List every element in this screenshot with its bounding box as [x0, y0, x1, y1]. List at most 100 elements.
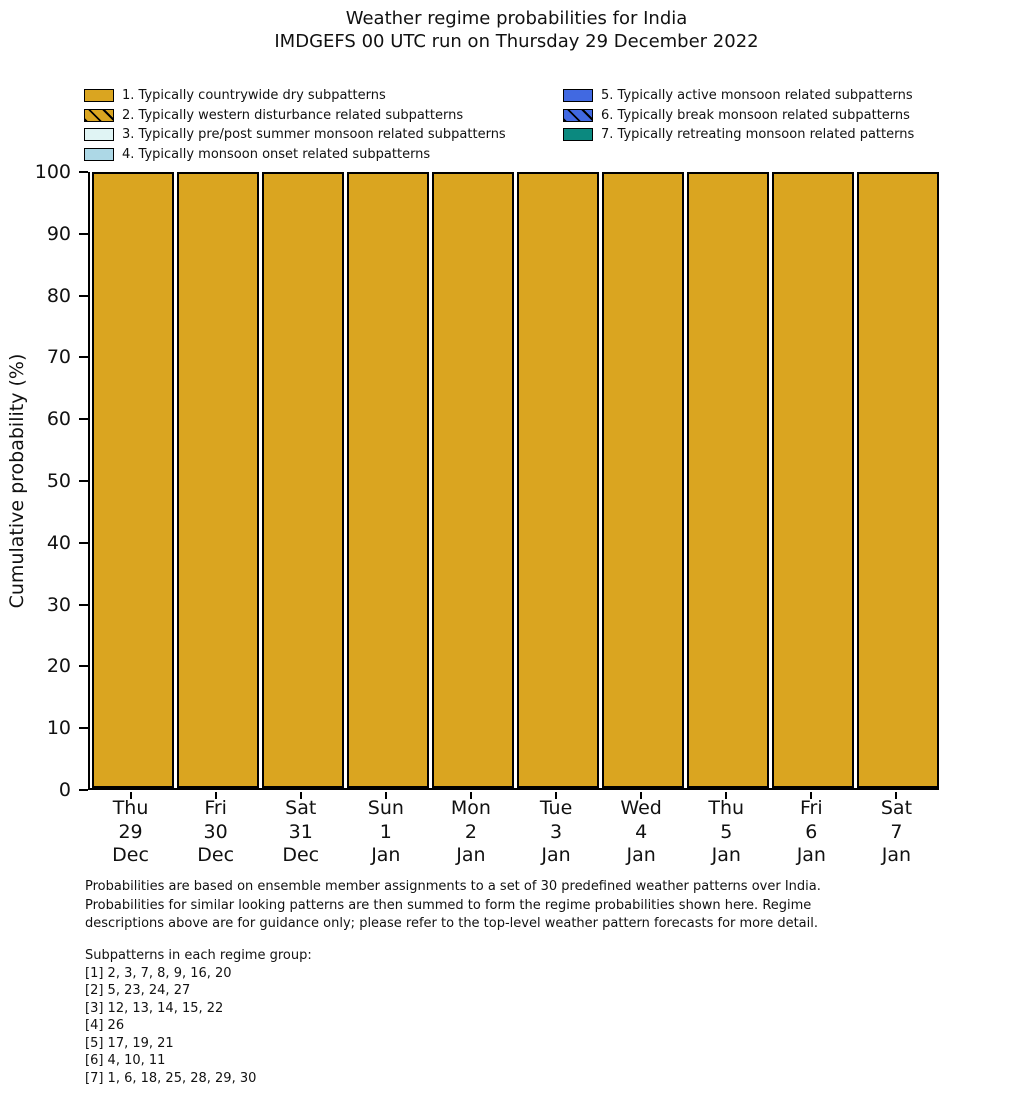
y-axis: 0 10 20 30 40 50 60 70 80 90 100	[0, 161, 88, 801]
x-tick-month: Jan	[456, 844, 486, 866]
x-tick-mark	[129, 792, 132, 799]
subpattern-line: Subpatterns in each regime group:	[85, 948, 312, 963]
bar-segment	[772, 172, 855, 788]
legend-swatch-icon	[84, 148, 114, 162]
x-tick-date: 31	[288, 820, 313, 843]
x-tick-month: Jan	[711, 844, 741, 866]
legend-swatch-icon	[563, 108, 593, 122]
x-tick-date: 30	[203, 820, 228, 843]
x-tick-day: Tue	[539, 797, 573, 819]
subpattern-line: [2] 5, 23, 24, 27	[85, 983, 191, 998]
legend-item-label: 5. Typically active monsoon related subp…	[601, 88, 913, 104]
bar-fri-6-jan	[772, 172, 855, 788]
x-tick-mark	[214, 792, 217, 799]
x-tick-month: Dec	[112, 844, 149, 866]
legend-swatch-icon	[84, 128, 114, 142]
y-tick-label: 90	[46, 222, 71, 245]
bar-segment	[346, 172, 429, 788]
legend-item: 3. Typically pre/post summer monsoon rel…	[84, 125, 506, 145]
bar-segment	[602, 172, 685, 788]
legend-column-right: 5. Typically active monsoon related subp…	[563, 86, 914, 145]
x-tick-label: Fri 6 Jan	[746, 797, 876, 868]
y-tick-label: 40	[46, 531, 71, 554]
x-tick-day: Thu	[708, 797, 745, 819]
x-tick-month: Dec	[197, 844, 235, 866]
subpattern-line: [6] 4, 10, 11	[85, 1053, 166, 1068]
bar-wed-4-jan	[602, 172, 685, 788]
y-tick-mark	[79, 665, 88, 668]
bar-segment	[176, 172, 259, 788]
subpattern-line: [7] 1, 6, 18, 25, 28, 29, 30	[85, 1070, 257, 1086]
legend-swatch-icon	[84, 89, 114, 103]
chart-title: Weather regime probabilities for India I…	[0, 7, 1033, 53]
x-tick-date: 5	[720, 820, 733, 843]
x-tick-label: Sun 1 Jan	[321, 797, 451, 868]
x-tick-mark	[384, 792, 387, 799]
x-tick-label: Fri 30 Dec	[151, 797, 281, 868]
x-tick-mark	[725, 792, 728, 799]
x-tick-label: Sat 31 Dec	[236, 797, 366, 868]
x-tick-date: 4	[635, 820, 648, 843]
y-tick-mark	[79, 480, 88, 482]
y-tick-mark	[79, 727, 88, 730]
legend-column-left: 1. Typically countrywide dry subpatterns…	[84, 86, 506, 164]
x-tick-label: Thu 5 Jan	[661, 797, 791, 868]
x-tick-month: Jan	[796, 844, 826, 866]
x-tick-day: Sat	[880, 797, 913, 819]
y-tick-label: 60	[46, 408, 71, 431]
x-tick-date: 2	[464, 820, 477, 843]
y-tick-mark	[79, 232, 88, 235]
legend-item-label: 7. Typically retreating monsoon related …	[601, 127, 915, 143]
legend-swatch-icon	[563, 128, 593, 142]
y-tick-mark	[79, 789, 88, 791]
legend-item: 4. Typically monsoon onset related subpa…	[84, 145, 506, 165]
x-tick-day: Mon	[450, 797, 491, 819]
y-tick-label: 50	[46, 470, 71, 492]
y-tick-mark	[79, 541, 88, 544]
bar-segment	[91, 172, 174, 788]
title-line-1: Weather regime probabilities for India	[345, 8, 688, 29]
legend-item: 5. Typically active monsoon related subp…	[563, 86, 914, 106]
x-tick-day: Fri	[800, 797, 823, 819]
x-tick-date: 29	[118, 820, 143, 843]
x-tick-mark	[895, 792, 898, 799]
subpattern-line: [1] 2, 3, 7, 8, 9, 16, 20	[85, 965, 232, 981]
y-tick-mark	[79, 418, 88, 421]
subpattern-line: [5] 17, 19, 21	[85, 1035, 174, 1051]
y-tick-mark	[79, 171, 88, 173]
x-tick-month: Dec	[282, 844, 320, 866]
x-tick-month: Jan	[881, 844, 912, 866]
x-tick-mark	[469, 792, 472, 799]
footer-note: Probabilities are based on ensemble memb…	[85, 878, 821, 934]
x-tick-mark	[640, 792, 643, 799]
x-tick-month: Jan	[541, 844, 571, 866]
footer-note-line: Probabilities are based on ensemble memb…	[85, 879, 821, 894]
bar-sat-31-dec	[261, 172, 344, 788]
footer-note-line: Probabilities for similar looking patter…	[85, 897, 812, 913]
x-tick-label: Tue 3 Jan	[491, 797, 621, 868]
x-tick-label: Mon 2 Jan	[406, 797, 536, 868]
y-tick-mark	[79, 294, 88, 297]
bar-segment	[687, 172, 770, 788]
subpatterns-list: Subpatterns in each regime group: [1] 2, …	[85, 947, 312, 1087]
y-tick-label: 100	[34, 161, 71, 183]
legend-item: 1. Typically countrywide dry subpatterns	[84, 86, 506, 106]
x-tick-day: Wed	[620, 797, 662, 819]
legend-item-label: 3. Typically pre/post summer monsoon rel…	[122, 127, 506, 143]
bar-segment	[261, 172, 344, 788]
footer-note-line: descriptions above are for guidance only…	[85, 916, 818, 932]
legend-item-label: 6. Typically break monsoon related subpa…	[601, 107, 910, 123]
y-tick-label: 30	[46, 593, 71, 616]
x-tick-date: 6	[805, 820, 818, 843]
x-tick-label: Sat 7 Jan	[831, 797, 961, 868]
bar-sun-1-jan	[346, 172, 429, 788]
legend-item: 7. Typically retreating monsoon related …	[563, 125, 914, 145]
y-tick-label: 10	[46, 717, 71, 740]
title-line-2: IMDGEFS 00 UTC run on Thursday 29 Decemb…	[274, 31, 759, 52]
x-tick-label: Wed 4 Jan	[576, 797, 706, 868]
y-tick-label: 80	[46, 284, 71, 307]
y-tick-label: 20	[46, 655, 71, 678]
x-tick-label: Thu 29 Dec	[66, 797, 196, 868]
legend-swatch-icon	[84, 108, 114, 122]
